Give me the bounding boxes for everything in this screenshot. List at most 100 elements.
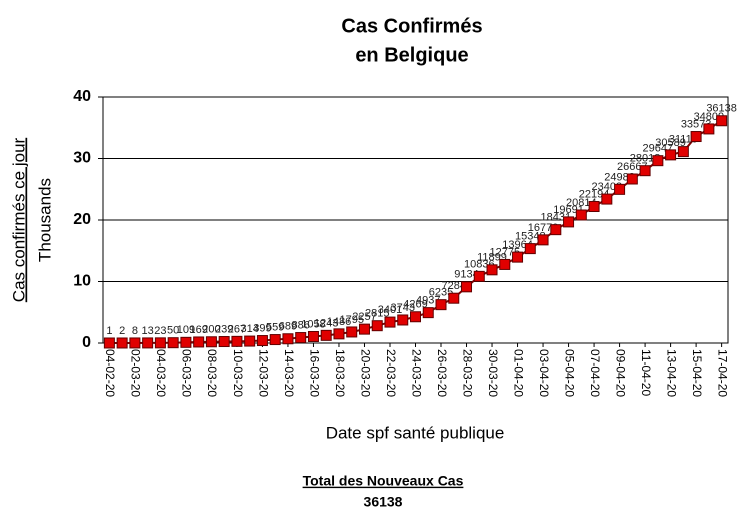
value-label: 50 — [167, 325, 179, 337]
value-label: 314 — [241, 323, 259, 335]
x-tick-label: 04-02-20 — [103, 349, 117, 397]
marker — [295, 332, 307, 344]
value-label: 13 — [142, 325, 154, 337]
marker — [665, 149, 677, 161]
value-label: 30589 — [655, 137, 686, 149]
x-tick-label: 10-03-20 — [231, 349, 245, 397]
x-axis-label: Date spf santé publique — [326, 423, 505, 442]
x-tick-label: 15-04-20 — [690, 349, 704, 397]
x-tick-label: 01-04-20 — [511, 349, 525, 397]
x-tick-label: 02-03-20 — [129, 349, 143, 397]
x-tick-label: 26-03-20 — [435, 349, 449, 397]
marker — [154, 337, 166, 349]
marker — [333, 328, 345, 340]
x-tick-label: 05-04-20 — [562, 349, 576, 397]
value-label: 559 — [266, 321, 284, 333]
value-label: 2257 — [352, 311, 376, 323]
y-tick-label: 30 — [73, 150, 91, 167]
marker — [256, 335, 268, 347]
x-tick-label: 03-04-20 — [537, 349, 551, 397]
marker — [461, 281, 473, 293]
marker — [537, 234, 549, 246]
marker — [358, 323, 370, 335]
x-tick-label: 18-03-20 — [333, 349, 347, 397]
value-label: 4269 — [403, 299, 427, 311]
marker — [716, 115, 728, 127]
marker — [422, 307, 434, 319]
marker — [384, 316, 396, 328]
x-tick-label: 11-04-20 — [639, 349, 653, 396]
value-label: 2 — [119, 325, 125, 337]
x-tick-label: 20-03-20 — [358, 349, 372, 397]
marker — [512, 251, 524, 263]
marker — [116, 337, 128, 349]
marker — [486, 264, 498, 276]
x-tick-label: 24-03-20 — [409, 349, 423, 397]
marker — [473, 270, 485, 282]
marker — [142, 337, 154, 349]
marker — [397, 314, 409, 326]
value-label: 689 — [279, 321, 297, 333]
marker — [499, 258, 511, 270]
marker — [626, 173, 638, 185]
marker — [167, 337, 179, 349]
value-label: 9134 — [454, 269, 478, 281]
value-label: 200 — [202, 324, 220, 336]
value-label: 1795 — [339, 314, 363, 326]
chart-title: en Belgique — [355, 44, 468, 66]
y-axis-unit: Thousands — [35, 178, 54, 262]
value-label: 399 — [253, 322, 271, 334]
marker — [282, 333, 294, 345]
marker — [652, 155, 664, 167]
marker — [410, 311, 421, 323]
marker — [588, 201, 600, 213]
footer-value: 36138 — [364, 494, 403, 510]
x-tick-label: 04-03-20 — [154, 349, 168, 397]
marker — [524, 243, 536, 255]
value-label: 239 — [215, 323, 233, 335]
x-tick-label: 06-03-20 — [180, 349, 194, 397]
x-tick-label: 08-03-20 — [205, 349, 219, 397]
marker — [205, 336, 217, 348]
value-label: 3743 — [391, 302, 415, 314]
marker — [435, 299, 447, 311]
marker — [244, 335, 256, 347]
marker — [575, 209, 587, 221]
x-tick-label: 13-04-20 — [664, 349, 678, 397]
marker — [690, 131, 702, 143]
footer-title: Total des Nouveaux Cas — [303, 473, 464, 489]
value-label: 1243 — [314, 317, 338, 329]
value-label: 886 — [292, 319, 310, 331]
marker — [346, 326, 358, 338]
value-label: 4937 — [416, 295, 440, 307]
x-tick-label: 30-03-20 — [486, 349, 500, 397]
value-label: 109 — [177, 324, 195, 336]
marker — [218, 336, 230, 348]
marker — [320, 329, 332, 341]
value-label: 1486 — [327, 316, 351, 328]
marker — [563, 216, 575, 228]
chart-title: Cas Confirmés — [341, 15, 482, 37]
x-tick-label: 12-03-20 — [256, 349, 270, 397]
value-label: 31119 — [669, 134, 698, 146]
marker — [371, 320, 383, 332]
y-tick-label: 40 — [73, 88, 91, 105]
marker — [231, 335, 243, 347]
y-tick-label: 0 — [82, 334, 91, 351]
x-tick-label: 16-03-20 — [307, 349, 321, 397]
x-tick-label: 07-04-20 — [588, 349, 602, 397]
marker — [677, 146, 689, 158]
x-tick-label: 28-03-20 — [460, 349, 474, 397]
x-tick-label: 09-04-20 — [613, 349, 627, 397]
y-tick-label: 10 — [73, 273, 91, 290]
y-tick-label: 20 — [73, 211, 91, 228]
value-label: 1 — [106, 325, 112, 337]
marker — [550, 224, 562, 236]
x-tick-label: 17-04-20 — [715, 349, 729, 397]
value-label: 267 — [228, 323, 246, 335]
marker — [639, 165, 651, 177]
value-label: 6235 — [429, 287, 453, 299]
y-axis-label: Cas confirmés ce jour — [9, 137, 28, 302]
value-label: 8 — [132, 325, 138, 337]
